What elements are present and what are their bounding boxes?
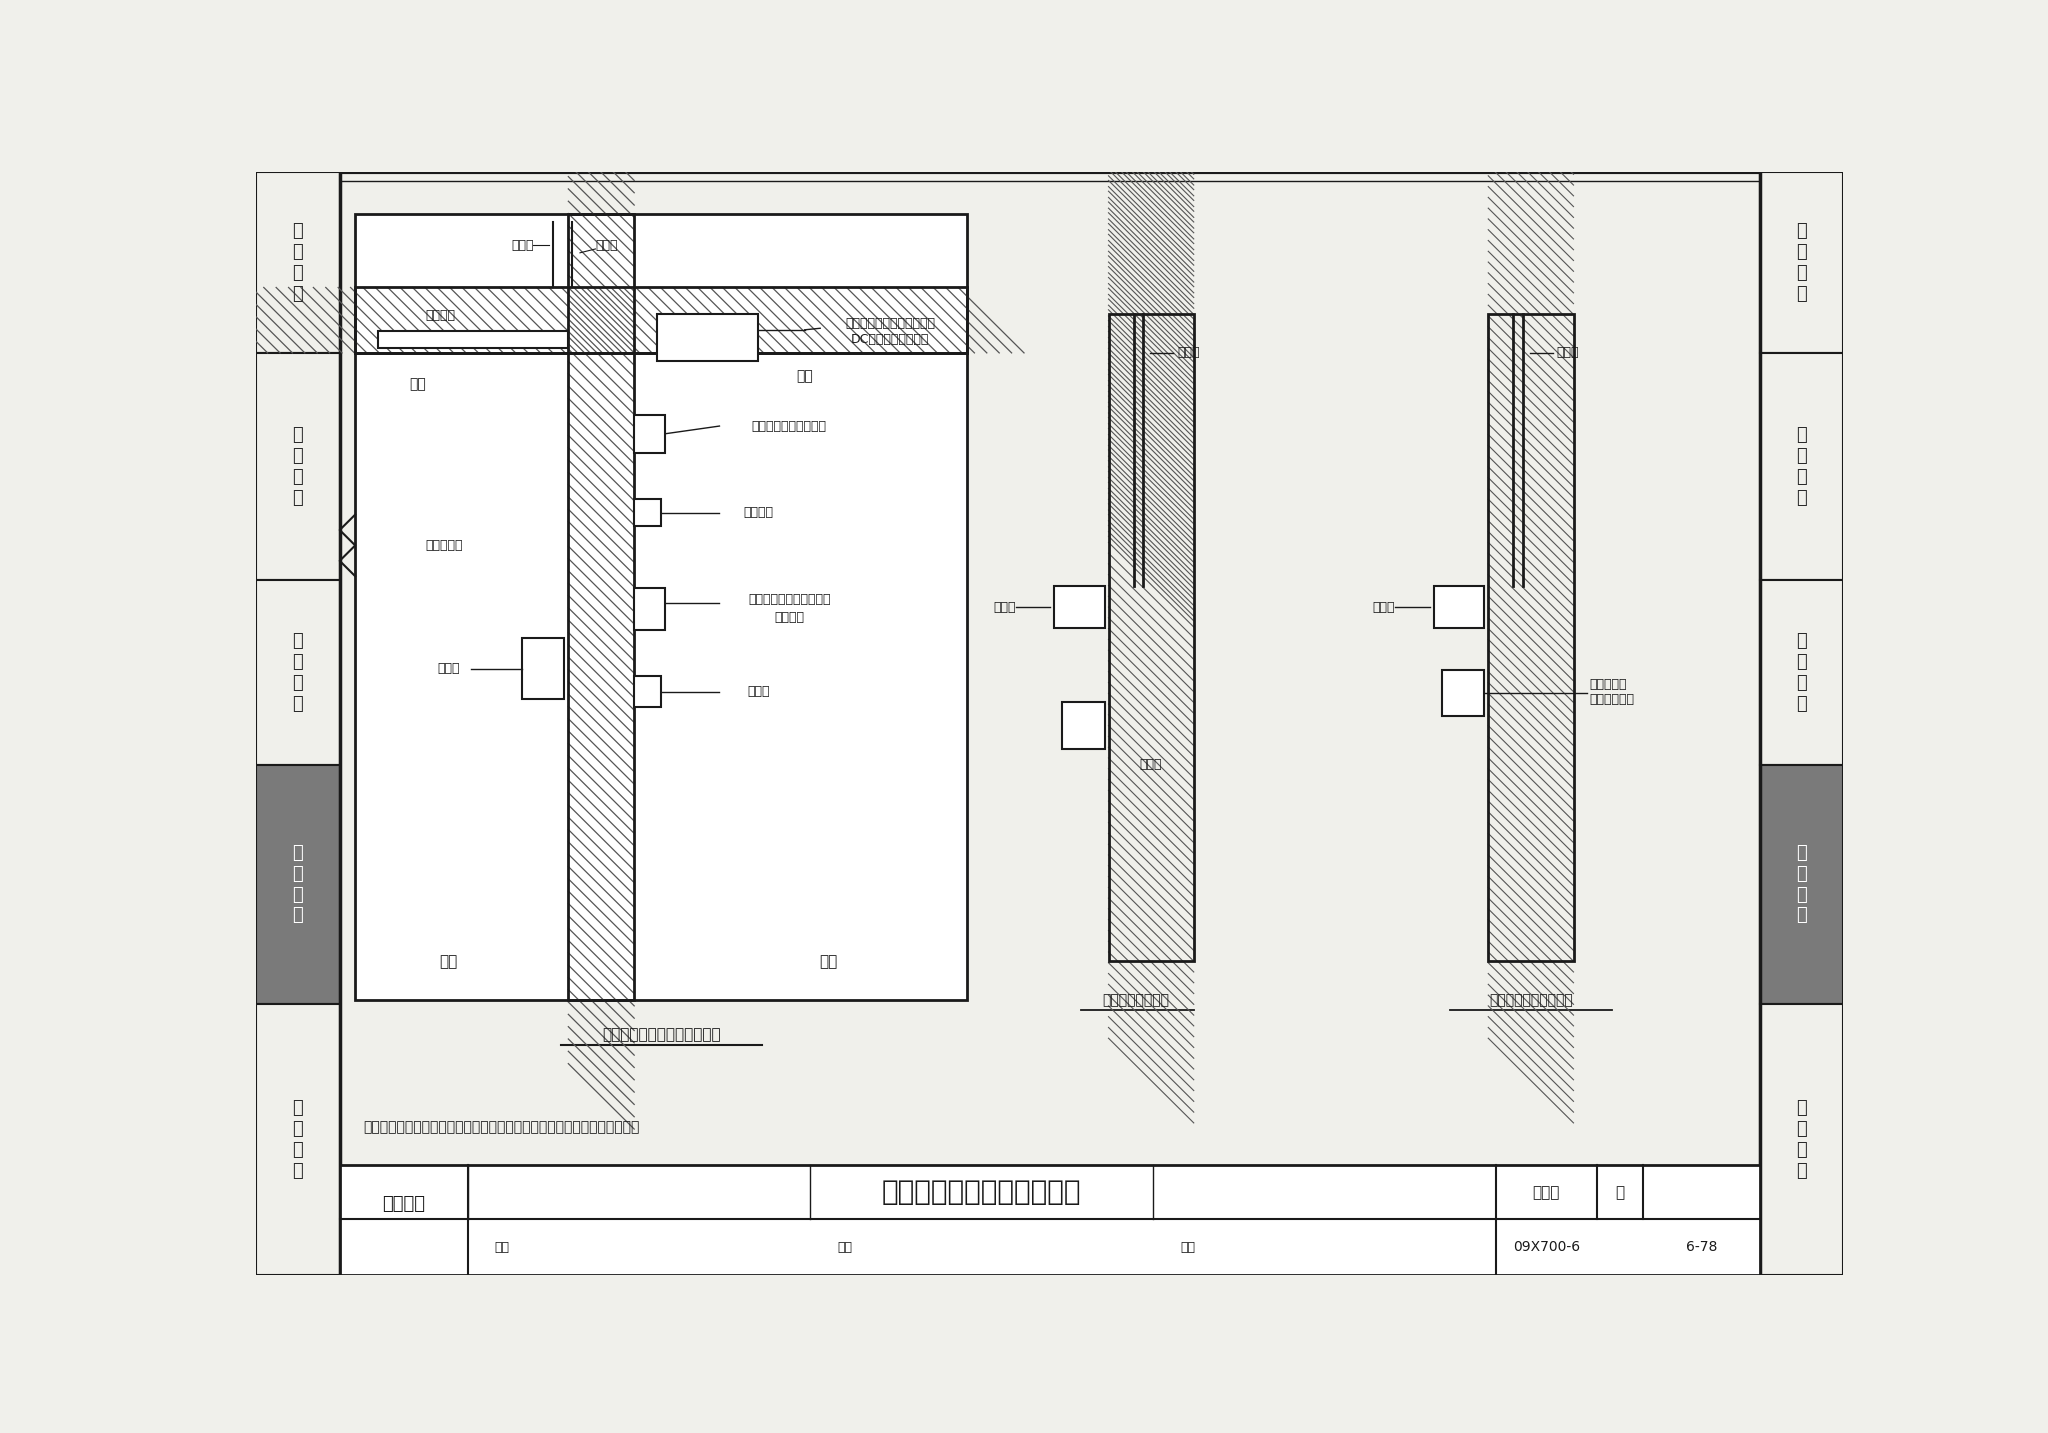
Bar bbox=[1759, 765, 1843, 1003]
Bar bbox=[1055, 586, 1104, 629]
Bar bbox=[522, 638, 565, 699]
Text: 电源线: 电源线 bbox=[510, 239, 532, 252]
Bar bbox=[1759, 353, 1843, 580]
Text: 校对: 校对 bbox=[838, 1241, 852, 1254]
Bar bbox=[354, 215, 967, 1000]
Text: 设
备
安
装: 设 备 安 装 bbox=[1796, 844, 1806, 924]
Text: 供
电
电
源: 供 电 电 源 bbox=[1796, 426, 1806, 507]
Text: 保护管: 保护管 bbox=[1178, 347, 1200, 360]
Bar bbox=[256, 353, 340, 580]
Bar bbox=[635, 414, 666, 453]
Bar bbox=[1759, 172, 1843, 353]
Text: 接线盒: 接线盒 bbox=[993, 600, 1016, 613]
Text: 吊顶: 吊顶 bbox=[797, 370, 813, 383]
Text: 电控锁按键: 电控锁按键 bbox=[1589, 678, 1626, 691]
Text: 09X700-6: 09X700-6 bbox=[1513, 1241, 1579, 1254]
Text: 出入口控制设备、缆线示意图: 出入口控制设备、缆线示意图 bbox=[602, 1027, 721, 1042]
Bar bbox=[256, 1003, 340, 1275]
Bar bbox=[1489, 314, 1573, 962]
Text: 读卡器: 读卡器 bbox=[436, 662, 459, 675]
Text: 安防线槽: 安防线槽 bbox=[426, 310, 455, 322]
Bar bbox=[1434, 586, 1485, 629]
Text: 页: 页 bbox=[1616, 1185, 1624, 1199]
Text: 电控锁按键安装示意图: 电控锁按键安装示意图 bbox=[1489, 993, 1573, 1007]
Bar bbox=[635, 676, 662, 706]
Text: 走廊: 走廊 bbox=[438, 954, 457, 969]
Text: DC电源及其他附件）: DC电源及其他附件） bbox=[850, 332, 930, 345]
Text: 设
备
安
装: 设 备 安 装 bbox=[293, 844, 303, 924]
Text: 接线盒: 接线盒 bbox=[1372, 600, 1395, 613]
Text: 通信线: 通信线 bbox=[596, 239, 618, 252]
Bar bbox=[569, 215, 635, 1000]
Bar bbox=[1759, 580, 1843, 765]
Text: 机
房
工
程: 机 房 工 程 bbox=[293, 222, 303, 302]
Text: 审核: 审核 bbox=[496, 1241, 510, 1254]
Text: 电控锁按键（出门按钮）: 电控锁按键（出门按钮） bbox=[748, 593, 829, 606]
Bar bbox=[340, 1165, 1759, 1275]
Bar bbox=[1063, 702, 1104, 748]
Text: 至读卡器线: 至读卡器线 bbox=[426, 539, 463, 552]
Bar bbox=[256, 580, 340, 765]
Text: 吊顶: 吊顶 bbox=[410, 377, 426, 391]
Text: 读卡器安装示意图: 读卡器安装示意图 bbox=[1102, 993, 1169, 1007]
Text: 电控锁按键、电控锁线: 电控锁按键、电控锁线 bbox=[752, 420, 827, 433]
Text: 6-78: 6-78 bbox=[1686, 1241, 1716, 1254]
Bar bbox=[256, 765, 340, 1003]
Text: 注：本图为出入口控制设备安装示意图，设备的尺寸以工程选用产品为准。: 注：本图为出入口控制设备安装示意图，设备的尺寸以工程选用产品为准。 bbox=[362, 1119, 639, 1134]
Text: 室内: 室内 bbox=[819, 954, 838, 969]
Text: 设备安装: 设备安装 bbox=[383, 1195, 426, 1212]
Text: 防
雷
接
地: 防 雷 接 地 bbox=[1796, 1099, 1806, 1179]
Text: 控制箱（内含门禁控制器、: 控制箱（内含门禁控制器、 bbox=[846, 317, 936, 330]
Bar bbox=[635, 588, 666, 631]
Bar bbox=[635, 499, 662, 526]
Text: 缆
线
敷
设: 缆 线 敷 设 bbox=[293, 632, 303, 712]
Bar bbox=[256, 172, 340, 353]
Text: 机
房
工
程: 机 房 工 程 bbox=[1796, 222, 1806, 302]
Text: （出门按钮）: （出门按钮） bbox=[1589, 694, 1634, 706]
Bar bbox=[657, 314, 758, 361]
Text: 缆
线
敷
设: 缆 线 敷 设 bbox=[1796, 632, 1806, 712]
Text: 出入口控制设备安装示意图: 出入口控制设备安装示意图 bbox=[883, 1178, 1081, 1207]
Bar bbox=[354, 288, 967, 353]
Text: 保护管: 保护管 bbox=[1556, 347, 1579, 360]
Text: 读卡器: 读卡器 bbox=[1141, 758, 1163, 771]
Bar bbox=[379, 331, 569, 348]
Text: 供
电
电
源: 供 电 电 源 bbox=[293, 426, 303, 507]
Text: 图集号: 图集号 bbox=[1532, 1185, 1561, 1199]
Bar bbox=[1759, 1003, 1843, 1275]
Text: 电控锁: 电控锁 bbox=[748, 685, 770, 698]
Text: 设计: 设计 bbox=[1180, 1241, 1196, 1254]
Text: 紧急按钮: 紧急按钮 bbox=[743, 506, 774, 519]
Bar bbox=[1442, 671, 1485, 716]
Text: 或读卡器: 或读卡器 bbox=[774, 610, 805, 623]
Text: 防
雷
接
地: 防 雷 接 地 bbox=[293, 1099, 303, 1179]
Bar bbox=[1108, 314, 1194, 962]
